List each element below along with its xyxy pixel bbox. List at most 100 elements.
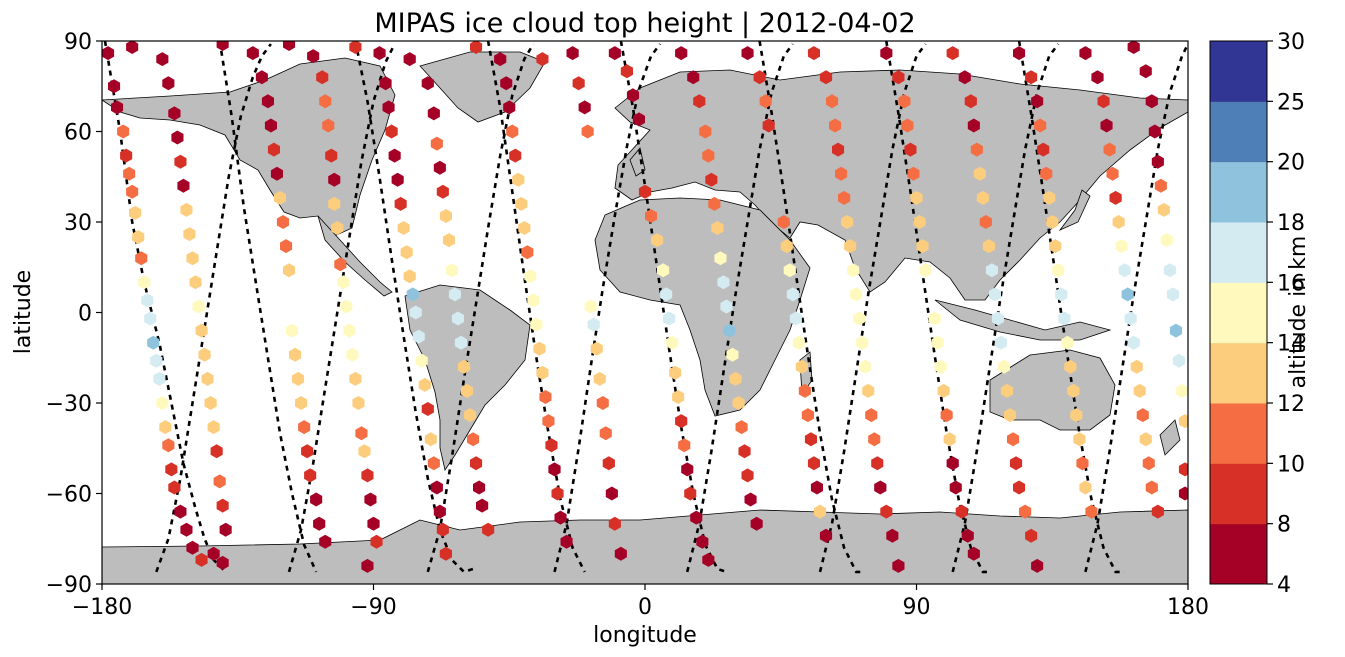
cloud-point-60 bbox=[289, 347, 302, 362]
cloud-point-90 bbox=[361, 558, 374, 573]
cloud-point-188 bbox=[684, 486, 697, 501]
cloud-point-229 bbox=[819, 528, 833, 543]
cloud-point-247 bbox=[871, 456, 884, 471]
cloud-point-292 bbox=[1019, 504, 1032, 519]
x-axis-label: longitude bbox=[593, 623, 697, 648]
cloud-point-31 bbox=[177, 178, 190, 193]
cloud-point-218 bbox=[783, 263, 796, 278]
cloud-point-165 bbox=[593, 371, 606, 386]
cloud-point-296 bbox=[1025, 70, 1038, 85]
cloud-point-171 bbox=[614, 546, 627, 561]
y-axis-label: latitude bbox=[11, 270, 36, 354]
colorbar-tick-label-2: 10 bbox=[1277, 452, 1305, 477]
cloud-point-204 bbox=[726, 347, 739, 362]
cloud-point-284 bbox=[991, 311, 1004, 326]
cloud-point-35 bbox=[189, 275, 202, 290]
cloud-point-30 bbox=[174, 154, 187, 169]
cloud-point-326 bbox=[1124, 311, 1137, 326]
cloud-point-91 bbox=[370, 534, 383, 549]
x-tick-label-0: −180 bbox=[72, 595, 132, 620]
cloud-point-29 bbox=[171, 130, 184, 145]
cloud-point-255 bbox=[901, 118, 914, 133]
cloud-point-73 bbox=[322, 118, 335, 133]
cloud-point-281 bbox=[982, 239, 995, 254]
cloud-point-259 bbox=[913, 215, 926, 229]
cloud-point-163 bbox=[587, 317, 600, 332]
cloud-point-257 bbox=[907, 166, 920, 181]
cloud-point-248 bbox=[874, 480, 887, 495]
cloud-point-45 bbox=[219, 522, 232, 537]
cloud-point-186 bbox=[678, 438, 691, 453]
cloud-point-258 bbox=[910, 190, 923, 205]
cloud-point-61 bbox=[292, 371, 305, 386]
cloud-point-120 bbox=[436, 184, 449, 199]
cloud-point-253 bbox=[892, 70, 905, 85]
cloud-point-145 bbox=[524, 269, 537, 284]
cloud-point-187 bbox=[681, 462, 694, 477]
cloud-point-119 bbox=[433, 160, 446, 175]
cloud-point-156 bbox=[560, 534, 573, 549]
cloud-point-65 bbox=[304, 468, 317, 483]
cloud-point-198 bbox=[708, 196, 721, 211]
orbit-track-3 bbox=[287, 43, 396, 573]
cloud-point-46 bbox=[207, 546, 220, 561]
cloud-point-260 bbox=[916, 239, 929, 254]
cloud-point-106 bbox=[415, 353, 428, 368]
cloud-point-321 bbox=[1109, 190, 1122, 205]
cloud-point-153 bbox=[548, 462, 561, 477]
cloud-point-209 bbox=[741, 468, 754, 483]
x-tick-label-4: 180 bbox=[1167, 595, 1209, 620]
cloud-point-201 bbox=[717, 275, 730, 290]
cloud-point-56 bbox=[276, 215, 290, 229]
y-tick-label-0: −90 bbox=[46, 573, 92, 598]
cloud-point-164 bbox=[590, 341, 603, 356]
cloud-point-26 bbox=[156, 52, 169, 67]
cloud-point-159 bbox=[572, 76, 585, 91]
cloud-point-78 bbox=[334, 257, 347, 272]
cloud-point-217 bbox=[780, 239, 793, 254]
cloud-point-131 bbox=[470, 456, 483, 471]
cloud-point-193 bbox=[687, 70, 700, 85]
cloud-point-126 bbox=[454, 335, 467, 350]
cloud-point-79 bbox=[337, 275, 350, 290]
cloud-point-135 bbox=[470, 41, 483, 54]
cloud-point-111 bbox=[430, 480, 443, 495]
orbit-track-7 bbox=[553, 43, 662, 573]
cloud-point-285 bbox=[994, 335, 1007, 350]
cloud-point-239 bbox=[847, 263, 860, 278]
colorbar-tick-label-8: 25 bbox=[1277, 90, 1305, 115]
orbit-track-4 bbox=[354, 41, 474, 574]
cloud-point-224 bbox=[801, 408, 814, 423]
cloud-point-77 bbox=[331, 221, 344, 235]
cloud-point-222 bbox=[795, 359, 808, 374]
cloud-point-213 bbox=[753, 70, 766, 85]
cloud-point-47 bbox=[216, 555, 229, 570]
cloud-point-113 bbox=[436, 522, 449, 537]
cloud-point-10 bbox=[138, 275, 151, 290]
cloud-point-146 bbox=[527, 293, 540, 308]
cloud-point-344 bbox=[1166, 287, 1179, 302]
cloud-point-307 bbox=[1061, 335, 1074, 350]
cloud-point-80 bbox=[340, 299, 353, 314]
cloud-point-37 bbox=[195, 323, 208, 338]
cloud-point-317 bbox=[1097, 94, 1110, 109]
cloud-point-89 bbox=[367, 516, 380, 531]
cloud-point-92 bbox=[349, 41, 362, 54]
cloud-points bbox=[102, 41, 1188, 573]
cloud-point-280 bbox=[979, 215, 992, 229]
cloud-point-0 bbox=[102, 46, 115, 61]
cloud-point-87 bbox=[361, 468, 374, 483]
cloud-point-277 bbox=[970, 142, 983, 157]
colorbar-bin-8 bbox=[1210, 41, 1267, 102]
cloud-point-194 bbox=[693, 94, 706, 109]
cloud-point-240 bbox=[850, 287, 863, 302]
cloud-point-98 bbox=[391, 172, 404, 187]
cloud-point-309 bbox=[1067, 383, 1080, 398]
cloud-point-199 bbox=[711, 221, 724, 235]
cloud-point-24 bbox=[195, 552, 208, 567]
land-new-zealand bbox=[1159, 419, 1181, 456]
cloud-point-59 bbox=[286, 323, 299, 338]
cloud-point-274 bbox=[958, 70, 971, 85]
cloud-point-128 bbox=[461, 383, 474, 398]
